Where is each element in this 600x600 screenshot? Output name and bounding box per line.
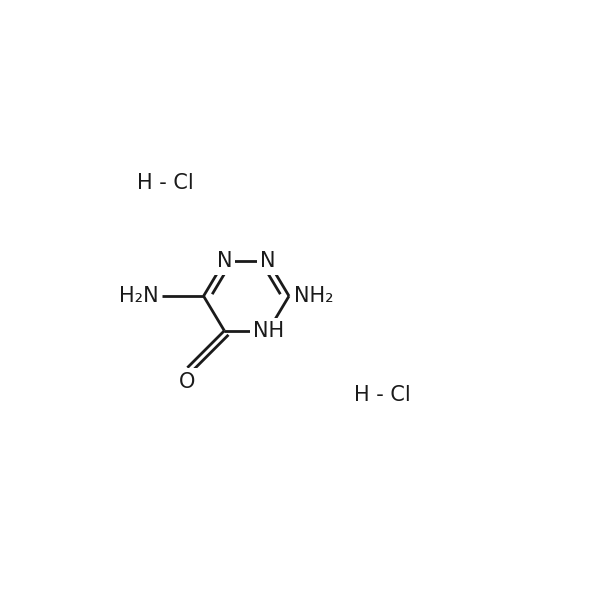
Text: H₂N: H₂N: [119, 286, 158, 306]
Text: N: N: [217, 251, 232, 271]
Text: N: N: [260, 251, 276, 271]
Text: O: O: [179, 371, 196, 392]
Text: H - Cl: H - Cl: [354, 385, 410, 406]
Text: NH: NH: [253, 321, 284, 341]
Text: H - Cl: H - Cl: [137, 173, 193, 193]
Text: NH₂: NH₂: [293, 286, 333, 306]
